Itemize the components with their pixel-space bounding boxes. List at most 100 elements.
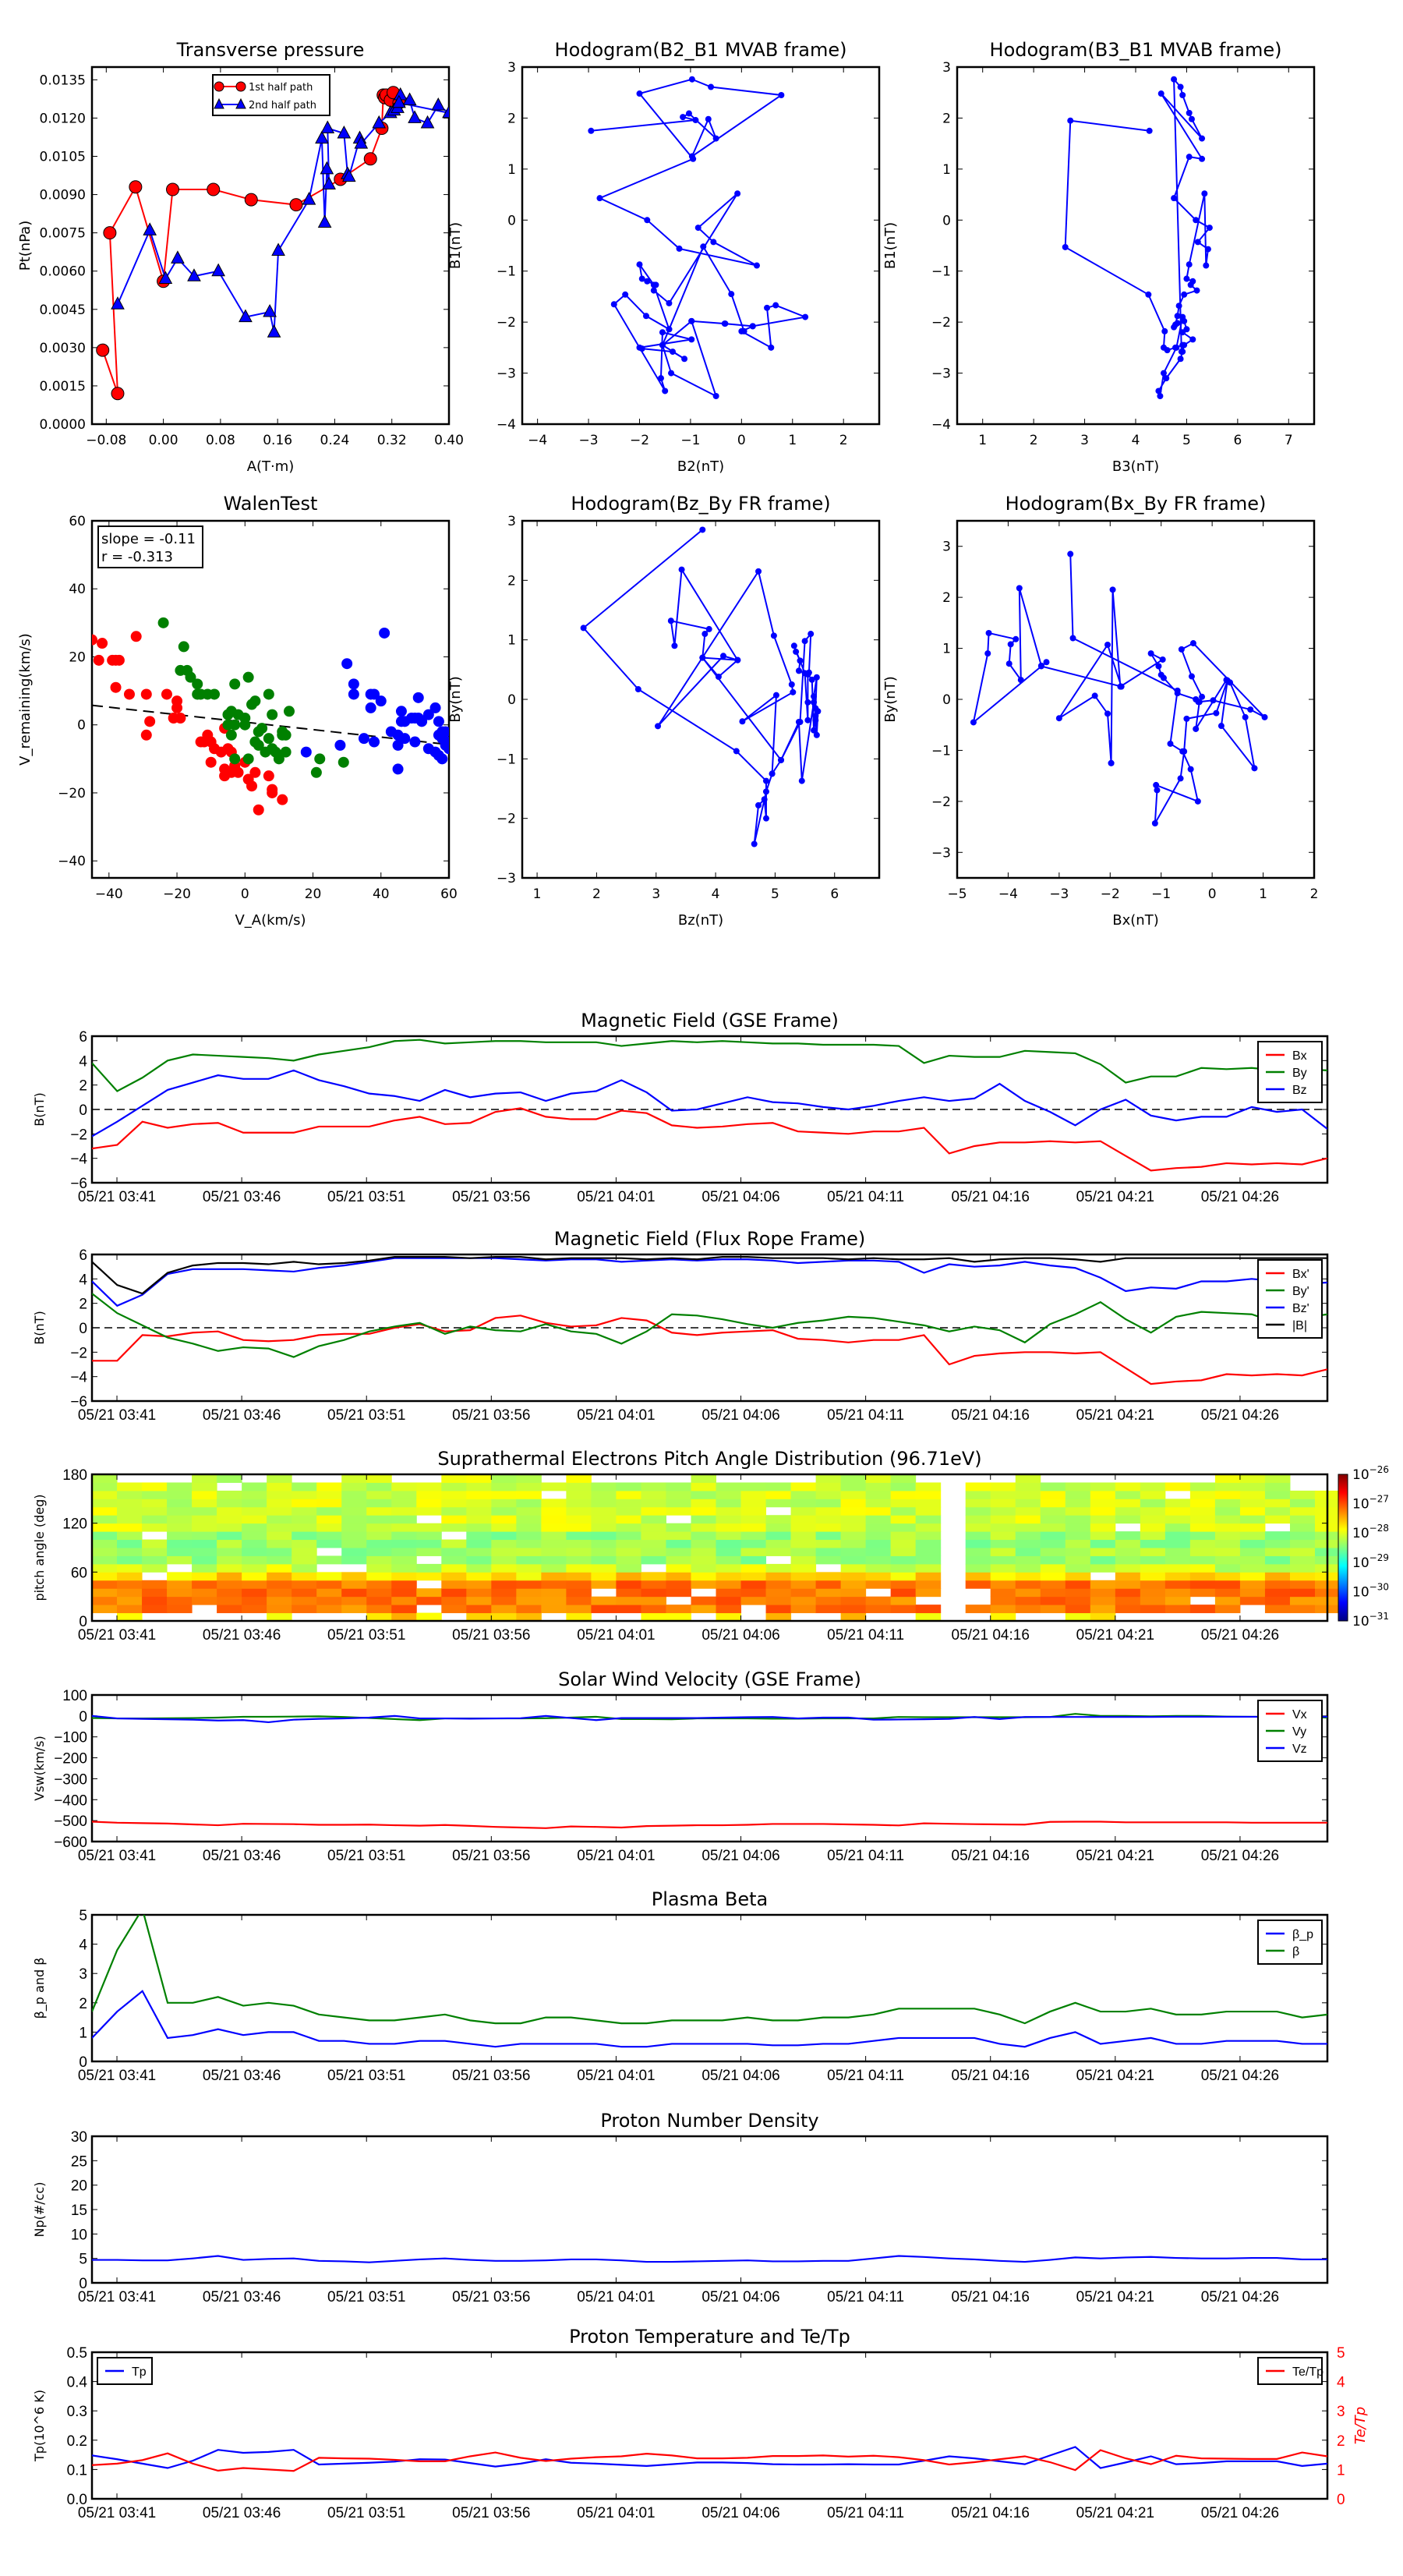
x-tick-label: 05/21 04:16 [952,2289,1030,2305]
x-tick-label: −40 [95,886,123,902]
data-point [1213,709,1220,717]
heatmap-cell [416,1506,442,1516]
data-point [1223,677,1230,684]
colorbar-bar [1338,1474,1348,1622]
heatmap-cell [1289,1548,1316,1556]
chart-title: Magnetic Field (GSE Frame) [581,1010,839,1031]
data-point [710,239,717,246]
heatmap-cell [1090,1580,1116,1589]
heatmap-cell [541,1548,567,1556]
chart-title: Transverse pressure [176,39,365,61]
heatmap-cell [541,1539,567,1548]
heatmap-cell [915,1605,942,1614]
fit-line [92,704,449,746]
y-tick-label: 1 [79,2025,87,2041]
heatmap-cell [840,1515,867,1524]
heatmap-cell [965,1482,991,1491]
data-point [580,625,587,632]
data-point [699,526,706,533]
chart-title: Hodogram(B2_B1 MVAB frame) [555,39,847,61]
heatmap-cell [491,1499,517,1508]
heatmap-cell [441,1548,467,1556]
legend: Bx' By' Bz' |B| [1257,1259,1323,1339]
data-point [984,650,991,657]
data-point [314,753,326,765]
x-tick-label: 05/21 04:01 [577,2068,655,2084]
heatmap-cell [217,1531,242,1541]
heatmap-cell [292,1572,317,1581]
heatmap-cell [516,1506,542,1516]
heatmap-cell [1040,1563,1066,1573]
data-point [337,756,349,768]
heatmap-cell [865,1523,892,1532]
heatmap-cell [117,1506,143,1516]
heatmap-cell [716,1548,742,1556]
x-tick-label: 05/21 03:46 [203,1848,281,1864]
data-point [622,291,629,298]
plot-frame [521,65,881,426]
heatmap-cell [641,1596,666,1605]
heatmap-cell [641,1572,666,1581]
x-tick-label: 05/21 03:46 [203,2068,281,2084]
heatmap-cell [790,1548,817,1556]
legend-label: Bz' [1292,1302,1309,1315]
heatmap-cell [815,1572,842,1581]
heatmap-cell [1065,1482,1091,1491]
data-point [1016,585,1023,592]
heatmap-cell [391,1482,417,1491]
heatmap-cell [466,1531,492,1541]
data-point [256,723,268,734]
y-axis-label: By(nT) [447,676,464,722]
heatmap-cell [491,1515,517,1524]
right-y-tick-label: 2 [1337,2433,1345,2450]
heatmap-cell [566,1563,592,1573]
heatmap-cell [167,1515,193,1524]
heatmap-cell [1140,1539,1166,1548]
heatmap-cell [716,1612,742,1622]
data-point [239,719,251,731]
legend: 1st half path 2nd half path [212,74,330,116]
heatmap-cell [391,1596,417,1605]
data-point [263,303,277,317]
heatmap-cell [890,1563,917,1573]
heatmap-cell [740,1548,767,1556]
y-tick-label: 0 [942,692,951,708]
data-point [762,788,769,795]
heatmap-cell [1040,1580,1066,1589]
x-tick-label: 05/21 03:51 [327,1407,405,1424]
heatmap-cell [591,1605,617,1614]
y-tick-label: 3 [942,540,951,555]
data-point [178,641,189,653]
heatmap-cell [1239,1482,1266,1491]
x-tick-label: −3 [579,433,599,448]
right-y-tick-label: 0 [1337,2492,1345,2508]
heatmap-cell [292,1605,317,1614]
data-point [1189,640,1196,647]
data-point [588,127,595,134]
heatmap-cell [815,1482,842,1491]
heatmap-cell [716,1506,742,1516]
heatmap-cell [641,1605,666,1614]
plot-area [92,1039,1327,1172]
heatmap-cell [316,1596,342,1605]
x-tick-label: 0 [241,886,249,902]
data-point [1174,690,1181,697]
heatmap-cell [865,1506,892,1516]
heatmap-cell [1065,1572,1091,1581]
heatmap-cell [192,1580,217,1589]
data-point [93,654,104,666]
heatmap-cell [1214,1605,1241,1614]
heatmap-cell [217,1515,242,1524]
data-point [392,739,404,751]
legend-box [212,74,330,116]
data-point [1181,341,1188,349]
heatmap-cell [1065,1605,1091,1614]
chart-pad: Suprathermal Electrons Pitch Angle Distr… [32,1448,1389,1644]
heatmap-cell [965,1580,991,1589]
series-line-Np [92,2255,1327,2263]
heatmap-cell [1189,1523,1216,1532]
data-point [348,678,359,690]
x-tick-label: 05/21 04:06 [702,2068,779,2084]
heatmap-cell [616,1482,641,1491]
